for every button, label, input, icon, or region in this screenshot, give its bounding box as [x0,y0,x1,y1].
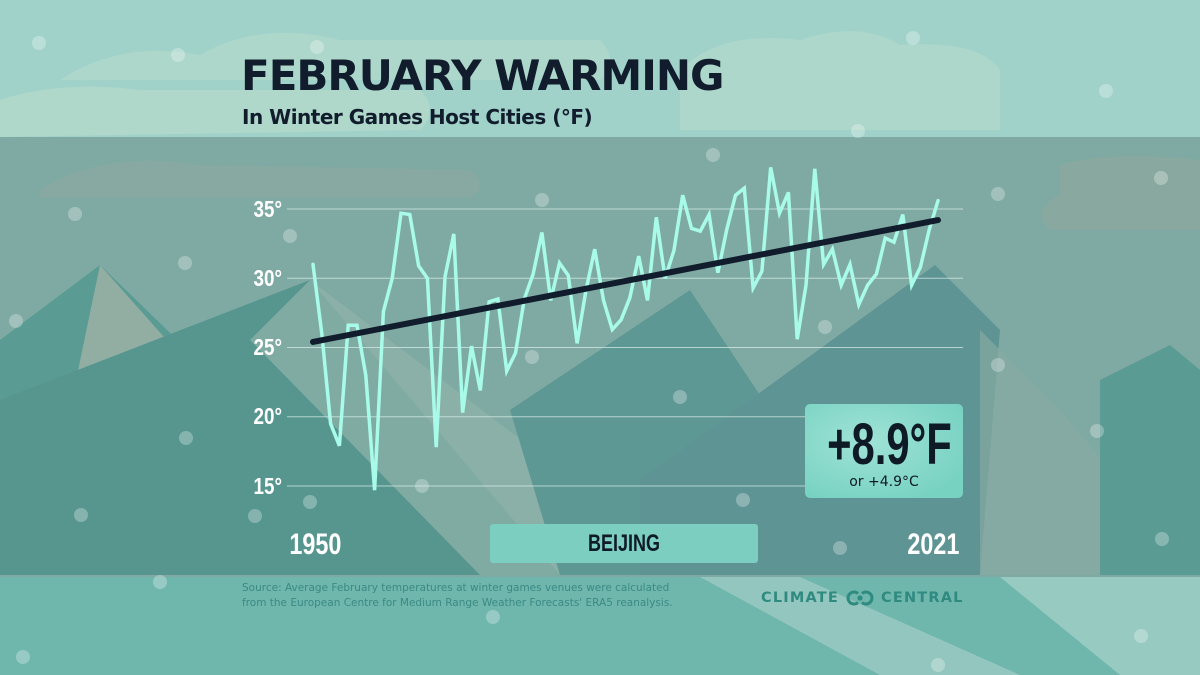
y-tick-25: 25° [253,334,282,360]
y-tick-35: 35° [253,196,282,222]
logo-text-left: CLIMATE [761,590,839,606]
trend-line [310,217,941,345]
x-label-end: 2021 [907,528,960,561]
source-line-1: Source: Average February temperatures at… [242,582,670,594]
source-line-2: from the European Centre for Medium Rang… [242,597,673,609]
climate-central-logo: CLIMATE CENTRAL [761,590,964,606]
y-tick-20: 20° [253,403,282,429]
logo-text-right: CENTRAL [881,590,964,606]
warming-badge: +8.9°F or +4.9°C [805,404,963,498]
logo-rings-icon [846,590,874,606]
warming-fahrenheit: +8.9°F [827,412,952,477]
y-tick-30: 30° [253,265,282,291]
source-note: Source: Average February temperatures at… [242,581,673,611]
chart-title: FEBRUARY WARMING [241,51,724,100]
x-label-start: 1950 [289,528,342,561]
city-label: BEIJING [587,529,661,557]
y-tick-15: 15° [253,473,282,499]
chart-subtitle: In Winter Games Host Cities (°F) [242,105,593,129]
temperature-series-line [311,167,940,491]
warming-celsius: or +4.9°C [849,474,919,490]
city-label-box: BEIJING [490,524,758,563]
